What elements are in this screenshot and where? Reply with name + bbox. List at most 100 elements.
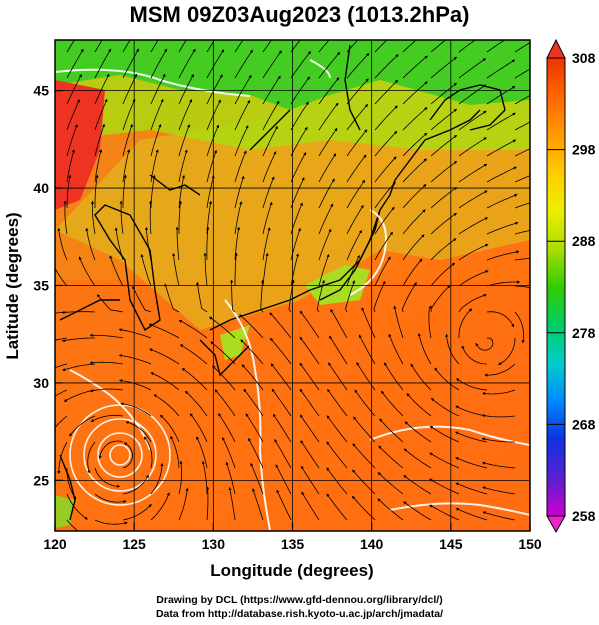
streamline bbox=[514, 230, 530, 235]
streamline bbox=[66, 98, 80, 131]
streamline bbox=[164, 283, 180, 313]
streamline bbox=[346, 78, 369, 105]
streamline bbox=[98, 440, 124, 459]
streamline bbox=[94, 40, 103, 53]
streamline bbox=[290, 126, 308, 157]
streamline bbox=[402, 40, 417, 53]
streamline bbox=[61, 310, 96, 315]
streamline bbox=[119, 200, 124, 235]
streamline bbox=[486, 112, 516, 131]
streamline bbox=[374, 105, 398, 131]
streamline bbox=[481, 389, 516, 396]
streamline bbox=[402, 55, 428, 79]
streamline bbox=[327, 388, 348, 417]
streamline bbox=[225, 461, 236, 495]
streamline bbox=[458, 308, 473, 338]
streamline bbox=[455, 482, 488, 495]
streamline bbox=[61, 337, 95, 343]
streamline bbox=[429, 452, 460, 469]
streamline bbox=[458, 84, 487, 105]
streamline bbox=[514, 311, 525, 344]
streamline bbox=[89, 333, 124, 339]
streamline bbox=[66, 48, 84, 79]
streamline bbox=[300, 440, 320, 469]
streamline bbox=[150, 98, 164, 131]
colorbar-label: 278 bbox=[572, 325, 596, 341]
streamline bbox=[234, 49, 253, 79]
streamline bbox=[434, 367, 460, 391]
streamline bbox=[149, 348, 180, 365]
typhoon-swirl bbox=[69, 404, 171, 506]
colorbar-label: 298 bbox=[572, 142, 596, 158]
streamline bbox=[514, 42, 530, 53]
streamline bbox=[402, 258, 423, 287]
streamline bbox=[94, 467, 121, 488]
streamline bbox=[212, 365, 236, 391]
streamline bbox=[262, 227, 271, 261]
streamline bbox=[140, 253, 152, 287]
streamline bbox=[222, 436, 236, 469]
y-tick-label: 30 bbox=[33, 375, 49, 391]
streamline bbox=[299, 414, 320, 443]
streamline bbox=[328, 362, 348, 391]
streamline bbox=[214, 389, 236, 417]
streamline bbox=[122, 503, 152, 521]
streamline bbox=[262, 176, 275, 209]
y-tick-label: 35 bbox=[33, 278, 49, 294]
streamline bbox=[269, 312, 292, 339]
streamline bbox=[351, 495, 376, 521]
streamline bbox=[150, 149, 159, 183]
streamline bbox=[481, 461, 516, 469]
streamline bbox=[346, 229, 362, 261]
streamline bbox=[361, 307, 376, 339]
streamline bbox=[206, 40, 216, 53]
streamline bbox=[374, 130, 398, 157]
streamline bbox=[410, 363, 432, 391]
streamline bbox=[458, 110, 487, 131]
x-tick-label: 135 bbox=[281, 536, 305, 552]
streamline bbox=[118, 328, 152, 339]
streamline bbox=[402, 183, 427, 209]
colorbar-bottom-cap bbox=[546, 515, 566, 534]
streamline bbox=[430, 56, 458, 79]
streamline bbox=[143, 436, 153, 469]
streamline bbox=[318, 51, 341, 79]
streamline bbox=[206, 74, 223, 105]
streamline bbox=[66, 493, 88, 520]
streamline bbox=[66, 149, 75, 183]
streamline bbox=[346, 204, 364, 235]
streamline bbox=[206, 226, 210, 261]
streamline bbox=[122, 123, 133, 157]
streamline bbox=[172, 252, 180, 287]
streamline bbox=[430, 285, 451, 313]
streamline bbox=[326, 415, 348, 443]
streamline bbox=[486, 250, 520, 261]
streamline bbox=[498, 337, 516, 365]
streamline bbox=[358, 334, 376, 365]
colorbar-label: 268 bbox=[572, 416, 596, 432]
streamline bbox=[486, 40, 506, 53]
streamline bbox=[262, 125, 278, 157]
streamline bbox=[406, 393, 432, 417]
streamline bbox=[374, 256, 391, 287]
streamline bbox=[272, 413, 292, 443]
streamline bbox=[429, 425, 460, 443]
streamline bbox=[455, 457, 488, 469]
streamline bbox=[514, 95, 530, 105]
streamline bbox=[150, 40, 159, 53]
colorbar: 308 298 288 278 268 258 bbox=[546, 38, 596, 534]
streamline bbox=[55, 389, 68, 397]
streamline bbox=[299, 310, 320, 339]
streamline bbox=[373, 280, 386, 313]
streamline bbox=[118, 354, 152, 365]
streamline bbox=[374, 79, 399, 105]
map-area bbox=[55, 40, 530, 531]
streamline bbox=[94, 73, 110, 105]
streamline bbox=[148, 323, 180, 339]
x-tick-label: 150 bbox=[518, 536, 542, 552]
streamline bbox=[262, 151, 277, 183]
streamline bbox=[458, 293, 487, 313]
streamline bbox=[402, 132, 428, 157]
streamline bbox=[66, 519, 79, 531]
streamline bbox=[262, 40, 273, 53]
